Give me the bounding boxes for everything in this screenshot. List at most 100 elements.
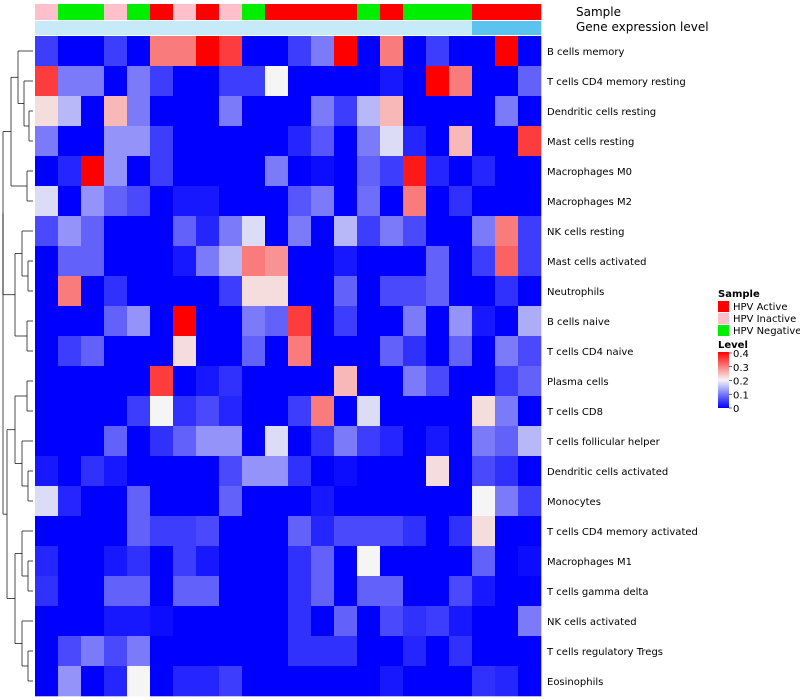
heatmap-cell (265, 186, 289, 217)
heatmap-cell (219, 606, 243, 637)
row-label: T cells regulatory Tregs (546, 647, 663, 658)
heatmap-cell (219, 126, 243, 157)
heatmap-cell (173, 306, 197, 337)
heatmap-cell (403, 276, 427, 307)
sample-annotation-cell (58, 4, 82, 20)
heatmap-cell (449, 546, 473, 577)
heatmap-cell (150, 426, 174, 457)
heatmap-cell (196, 36, 220, 67)
heatmap-cell (288, 456, 312, 487)
heatmap-cell (518, 126, 542, 157)
heatmap-cell (380, 576, 404, 607)
heatmap-cell (219, 186, 243, 217)
heatmap-cell (81, 546, 105, 577)
heatmap-cell (58, 546, 82, 577)
heatmap-cell (357, 276, 381, 307)
sample-annotation-cell (150, 4, 174, 20)
heatmap-cell (495, 306, 519, 337)
heatmap-cell (58, 156, 82, 187)
heatmap-cell (518, 66, 542, 97)
heatmap-cell (127, 456, 151, 487)
heatmap-cell (150, 366, 174, 397)
heatmap-cell (495, 456, 519, 487)
heatmap-cell (334, 576, 358, 607)
heatmap-cell (58, 666, 82, 697)
heatmap-cell (426, 36, 450, 67)
heatmap-cell (288, 36, 312, 67)
heatmap-cell (518, 156, 542, 187)
heatmap-cell (35, 666, 59, 697)
heatmap-cell (58, 516, 82, 547)
heatmap-cell (173, 36, 197, 67)
heatmap-cell (426, 336, 450, 367)
heatmap-cell (357, 186, 381, 217)
heatmap-cell (495, 666, 519, 697)
heatmap-cell (58, 276, 82, 307)
heatmap-cell (288, 336, 312, 367)
sample-annotation-cell (403, 4, 427, 20)
heatmap-cell (127, 606, 151, 637)
heatmap-cell (173, 276, 197, 307)
heatmap-cell (219, 306, 243, 337)
gene-expression-annotation-cell (242, 21, 266, 35)
sample-annotation-cell (104, 4, 128, 20)
heatmap-cell (518, 576, 542, 607)
heatmap-cell (265, 366, 289, 397)
heatmap-cell (127, 246, 151, 277)
heatmap-cell (35, 156, 59, 187)
heatmap-cell (35, 126, 59, 157)
heatmap-cell (518, 366, 542, 397)
heatmap-cell (150, 216, 174, 247)
gene-expression-annotation-cell (173, 21, 197, 35)
heatmap-cell (196, 636, 220, 667)
heatmap-cell (265, 156, 289, 187)
sample-annotation-cell (288, 4, 312, 20)
heatmap-cell (518, 516, 542, 547)
heatmap-cell (173, 126, 197, 157)
heatmap-cell (311, 396, 335, 427)
heatmap-cell (104, 186, 128, 217)
heatmap-cell (495, 96, 519, 127)
row-label: T cells CD8 (546, 407, 603, 418)
heatmap-cell (518, 306, 542, 337)
heatmap-cell (380, 246, 404, 277)
heatmap-cell (81, 246, 105, 277)
gene-expression-annotation-cell (81, 21, 105, 35)
level-legend-tick-label: 0.2 (733, 377, 749, 388)
heatmap-cell (81, 126, 105, 157)
heatmap-cell (58, 486, 82, 517)
heatmap-cell (334, 336, 358, 367)
heatmap-cell (472, 246, 496, 277)
heatmap-cell (265, 486, 289, 517)
heatmap-cell (196, 186, 220, 217)
heatmap-cell (334, 246, 358, 277)
heatmap-cell (104, 306, 128, 337)
sample-annotation-cell (334, 4, 358, 20)
heatmap-cell (150, 456, 174, 487)
heatmap-cell (81, 66, 105, 97)
heatmap-cell (196, 516, 220, 547)
heatmap-cell (334, 126, 358, 157)
heatmap-cell (518, 456, 542, 487)
heatmap-cell (449, 156, 473, 187)
heatmap-cell (150, 636, 174, 667)
heatmap-cell (403, 216, 427, 247)
heatmap-cell (334, 66, 358, 97)
heatmap-cell (58, 306, 82, 337)
heatmap-cell (288, 366, 312, 397)
heatmap-cell (449, 246, 473, 277)
heatmap-cell (150, 306, 174, 337)
heatmap-cell (196, 396, 220, 427)
heatmap-cell (219, 156, 243, 187)
gene-expression-annotation-cell (219, 21, 243, 35)
heatmap-cell (495, 246, 519, 277)
heatmap-cell (495, 426, 519, 457)
heatmap-cell (219, 456, 243, 487)
heatmap-cell (242, 276, 266, 307)
heatmap-cell (426, 366, 450, 397)
row-label: T cells CD4 memory resting (546, 77, 686, 88)
heatmap-cell (426, 306, 450, 337)
heatmap-cell (472, 216, 496, 247)
heatmap-cell (35, 216, 59, 247)
heatmap-cell (403, 246, 427, 277)
